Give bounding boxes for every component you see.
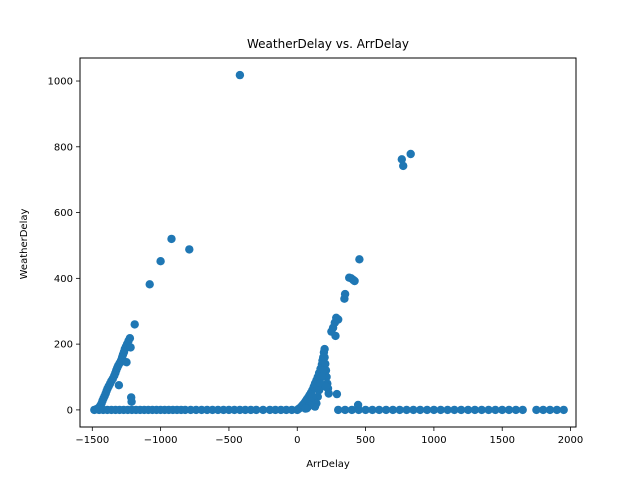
x-tick-label-3: 0 (294, 435, 300, 446)
x-tick-label-5: 1000 (421, 435, 446, 446)
data-point-156 (402, 405, 411, 415)
data-point-178 (559, 405, 568, 415)
data-point-142 (321, 382, 331, 392)
data-point-145 (406, 149, 415, 159)
data-point-162 (443, 405, 452, 415)
data-point-114 (317, 372, 327, 382)
data-point-143 (397, 155, 406, 164)
data-point-171 (504, 405, 514, 415)
data-point-159 (422, 405, 432, 415)
data-point-144 (399, 161, 408, 171)
data-point-112 (320, 353, 329, 362)
data-point-76 (252, 405, 261, 415)
data-point-148 (347, 405, 357, 415)
data-point-163 (450, 405, 459, 415)
data-point-152 (375, 405, 384, 415)
data-point-149 (354, 405, 363, 415)
data-point-153 (381, 405, 391, 415)
x-tick-label-1: −1000 (144, 435, 178, 446)
data-point-37 (145, 280, 154, 289)
data-point-126 (301, 404, 310, 413)
data-point-157 (409, 405, 418, 415)
data-point-146 (334, 405, 343, 415)
data-point-131 (334, 315, 343, 324)
x-tick-label-7: 2000 (558, 435, 583, 446)
data-point-173 (518, 405, 527, 415)
data-point-113 (319, 366, 328, 375)
data-point-132 (331, 331, 340, 341)
data-point-111 (324, 389, 333, 398)
data-point-33 (126, 343, 135, 352)
y-tick-label-2: 400 (54, 274, 73, 285)
data-point-160 (429, 405, 439, 415)
data-point-35 (127, 397, 136, 406)
data-point-154 (388, 405, 398, 415)
data-point-139 (350, 276, 359, 286)
data-point-41 (235, 70, 245, 80)
data-point-167 (477, 405, 486, 415)
data-point-169 (491, 405, 500, 415)
data-point-158 (416, 405, 425, 415)
data-point-175 (539, 405, 548, 415)
x-tick-label-2: −500 (215, 435, 242, 446)
data-point-116 (314, 386, 324, 395)
plot-frame (79, 57, 577, 428)
y-tick-label-5: 1000 (48, 77, 73, 88)
y-axis: 0 200 400 600 800 1000 (48, 77, 80, 416)
y-tick-label-0: 0 (67, 405, 73, 416)
data-points (90, 70, 568, 415)
data-point-105 (320, 344, 329, 354)
x-tick-label-6: 1500 (489, 435, 514, 446)
data-point-166 (470, 405, 480, 415)
data-point-147 (340, 405, 350, 415)
data-point-165 (463, 405, 473, 415)
y-tick-label-4: 800 (54, 142, 73, 153)
data-point-40 (185, 245, 194, 254)
y-tick-label-1: 200 (54, 340, 73, 351)
data-point-161 (436, 405, 445, 415)
data-point-106 (321, 359, 330, 369)
x-tick-label-4: 500 (356, 435, 375, 446)
data-point-164 (457, 405, 466, 415)
data-point-38 (156, 257, 165, 266)
x-tick-label-0: −1500 (75, 435, 109, 446)
data-point-133 (332, 389, 342, 399)
data-point-172 (511, 405, 521, 415)
data-point-140 (355, 255, 364, 264)
x-axis-label: ArrDelay (306, 459, 350, 470)
y-tick-label-3: 600 (54, 208, 73, 219)
x-axis: −1500 −1000 −500 0 500 1000 1500 2000 (75, 427, 583, 446)
chart-title: WeatherDelay vs. ArrDelay (247, 37, 409, 51)
data-point-176 (545, 405, 555, 415)
data-point-151 (368, 405, 377, 415)
data-point-150 (361, 405, 370, 415)
data-point-135 (340, 289, 350, 299)
data-point-174 (532, 405, 541, 415)
data-point-32 (125, 334, 135, 343)
data-point-29 (122, 358, 131, 367)
data-point-77 (258, 405, 268, 415)
data-point-170 (498, 405, 507, 415)
data-point-155 (395, 405, 404, 415)
data-point-36 (130, 320, 139, 329)
data-point-168 (484, 405, 493, 415)
data-point-177 (552, 405, 562, 415)
data-point-21 (114, 381, 124, 390)
y-axis-label: WeatherDelay (19, 209, 30, 280)
data-point-39 (167, 234, 176, 244)
